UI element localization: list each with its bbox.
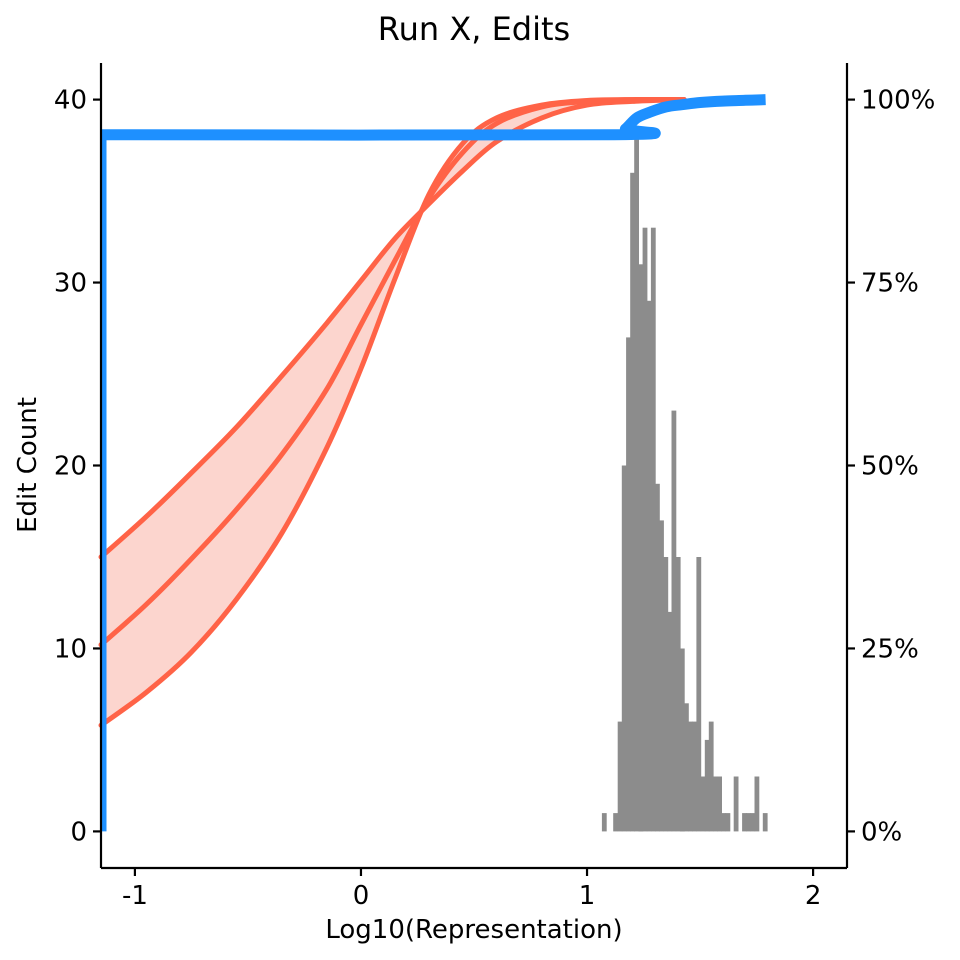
histogram-bar-12 xyxy=(659,520,664,832)
histogram-bar-28 xyxy=(725,813,731,832)
histogram-layer xyxy=(601,136,768,832)
y-tick-label: 40 xyxy=(54,86,87,116)
confidence-band-layer xyxy=(101,99,685,726)
fit-upper-line xyxy=(98,97,687,560)
x-axis-title: Log10(Representation) xyxy=(325,915,622,945)
y-tick-label: 30 xyxy=(54,269,87,299)
histogram-bar-0 xyxy=(601,813,607,832)
histogram-bar-10 xyxy=(650,227,656,832)
fit-curves-layer xyxy=(98,96,687,728)
histogram-bar-17 xyxy=(679,648,685,832)
histogram-bar-18 xyxy=(684,703,689,832)
y-axis-title: Edit Count xyxy=(13,397,43,533)
histogram-bar-9 xyxy=(646,300,652,832)
histogram-bar-11 xyxy=(655,483,660,832)
y2-tick-label: 50% xyxy=(861,452,919,482)
histogram-bar-13 xyxy=(663,557,669,832)
y2-tick-label: 100% xyxy=(861,86,935,116)
y-tick-label: 0 xyxy=(70,817,87,847)
x-tick-label: 0 xyxy=(353,881,370,911)
axes: -1 0 1 2 0 10 20 30 40 0% 25% 50% 75% 100% xyxy=(54,63,935,911)
fit-center-line xyxy=(98,96,687,648)
histogram-bar-26 xyxy=(717,776,722,832)
plot-area xyxy=(98,94,768,832)
y2-tick-label: 25% xyxy=(861,634,919,664)
histogram-bar-19 xyxy=(688,721,693,832)
histogram-bar-20 xyxy=(692,721,698,832)
histogram-bar-21 xyxy=(696,557,702,832)
y2-tick-label: 75% xyxy=(861,269,919,299)
confidence-band xyxy=(101,99,685,726)
histogram-bar-5 xyxy=(630,172,635,832)
histogram-bar-34 xyxy=(762,813,768,832)
x-tick-label: 2 xyxy=(805,881,822,911)
chart-title: Run X, Edits xyxy=(378,10,570,48)
histogram-bar-15 xyxy=(671,410,677,832)
histogram-bar-29 xyxy=(733,776,739,832)
histogram-bar-31 xyxy=(746,813,751,832)
histogram-bar-8 xyxy=(642,227,648,832)
histogram-bar-32 xyxy=(750,813,756,832)
histogram-bar-6 xyxy=(634,136,639,832)
x-tick-label: -1 xyxy=(122,881,148,911)
histogram-bar-3 xyxy=(621,465,627,832)
y-ticks: 0 10 20 30 40 xyxy=(54,86,101,847)
y2-tick-label: 0% xyxy=(861,817,902,847)
y-tick-label: 20 xyxy=(54,452,87,482)
histogram-bar-27 xyxy=(721,813,727,832)
cumulative-line xyxy=(100,94,766,141)
x-tick-label: 1 xyxy=(579,881,596,911)
y-tick-label: 10 xyxy=(54,634,87,664)
histogram-bar-25 xyxy=(713,776,718,832)
histogram-bar-24 xyxy=(708,721,714,832)
histogram-bar-23 xyxy=(704,739,710,832)
x-ticks: -1 0 1 2 xyxy=(122,868,821,911)
cumulative-layer xyxy=(100,94,766,832)
histogram-bar-16 xyxy=(675,557,681,832)
histogram-bar-22 xyxy=(700,776,706,832)
histogram-bar-33 xyxy=(754,776,760,832)
y2-ticks: 0% 25% 50% 75% 100% xyxy=(847,86,935,847)
histogram-bar-30 xyxy=(742,813,747,832)
histogram-bar-7 xyxy=(638,264,644,832)
histogram-bar-14 xyxy=(667,611,673,832)
histogram-bar-2 xyxy=(617,721,623,832)
histogram-bar-4 xyxy=(626,337,631,832)
histogram-bar-1 xyxy=(613,813,618,832)
